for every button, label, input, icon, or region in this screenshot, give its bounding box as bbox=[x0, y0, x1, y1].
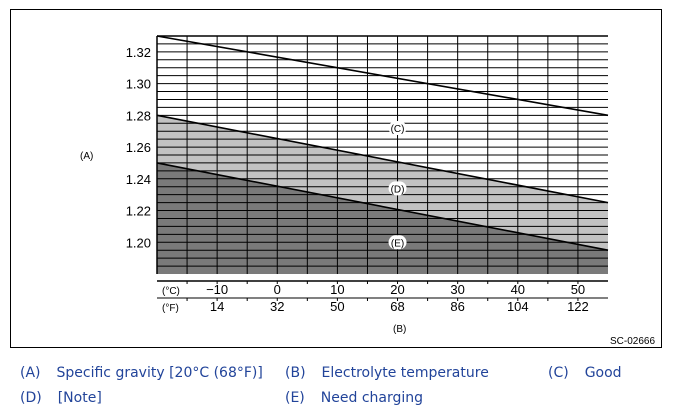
x-tick-label-fahrenheit: 122 bbox=[567, 299, 589, 314]
x-tick-label-fahrenheit: 32 bbox=[270, 299, 284, 314]
legend-item-a: (A) Specific gravity [20°C (68°F)] bbox=[20, 365, 263, 381]
legend-key: (A) bbox=[20, 365, 41, 381]
legend-text: Need charging bbox=[320, 390, 424, 406]
chart-figure: (C) (D) (E) 1.32 1.30 1.28 1.26 1.24 1.22 1.20 (°… bbox=[10, 9, 662, 348]
legend-item-e: (E) Need charging bbox=[285, 390, 423, 406]
legend-text: [Note] bbox=[57, 390, 102, 406]
legend-item-b: (B) Electrolyte temperature bbox=[285, 365, 489, 381]
x-tick-label-celsius: 30 bbox=[450, 282, 464, 297]
legend-key: (B) bbox=[285, 365, 306, 381]
y-tick-label: 1.20 bbox=[126, 235, 151, 250]
x-tick-label-celsius: −10 bbox=[206, 282, 228, 297]
legend-text: Electrolyte temperature bbox=[321, 365, 489, 381]
celsius-unit-label: (°C) bbox=[162, 286, 180, 297]
y-tick-label: 1.30 bbox=[126, 77, 151, 92]
legend-text: Good bbox=[584, 365, 622, 381]
legend-item-d: (D) [Note] bbox=[20, 390, 102, 406]
y-tick-label: 1.24 bbox=[126, 172, 151, 187]
x-tick-label-celsius: 20 bbox=[390, 282, 404, 297]
x-tick-label-celsius: 50 bbox=[571, 282, 585, 297]
fahrenheit-unit-label: (°F) bbox=[162, 303, 179, 314]
x-axis-label: (B) bbox=[393, 324, 406, 335]
region-label-bg bbox=[388, 121, 407, 136]
legend-item-c: (C) Good bbox=[548, 365, 622, 381]
legend-text: Specific gravity [20°C (68°F)] bbox=[56, 365, 263, 381]
x-tick-label-celsius: 0 bbox=[274, 282, 281, 297]
x-tick-label-fahrenheit: 14 bbox=[210, 299, 224, 314]
legend-key: (E) bbox=[285, 390, 305, 406]
x-tick-label-celsius: 10 bbox=[330, 282, 344, 297]
series-line-1 bbox=[156, 35, 609, 117]
legend: (A) Specific gravity [20°C (68°F)] (B) Ele… bbox=[0, 358, 673, 415]
figure-code: SC-02666 bbox=[610, 336, 655, 347]
series-line-3 bbox=[156, 162, 609, 251]
region-label-c: (C) bbox=[391, 124, 405, 135]
region-label-bg bbox=[388, 181, 407, 196]
y-tick-label: 1.32 bbox=[126, 45, 151, 60]
region-label-bg bbox=[388, 235, 407, 250]
chart-svg: (C) (D) (E) 1.32 1.30 1.28 1.26 1.24 1.22 1.20 (°… bbox=[10, 9, 662, 348]
x-tick-label-fahrenheit: 50 bbox=[330, 299, 344, 314]
region-d-fill bbox=[157, 115, 608, 251]
x-tick-label-celsius: 40 bbox=[511, 282, 525, 297]
series-line-2 bbox=[156, 114, 609, 204]
x-tick-label-fahrenheit: 86 bbox=[450, 299, 464, 314]
x-tick-label-fahrenheit: 104 bbox=[507, 299, 529, 314]
region-label-d: (D) bbox=[391, 184, 405, 195]
y-axis-label: (A) bbox=[80, 151, 93, 162]
region-label-e: (E) bbox=[391, 238, 404, 249]
y-tick-label: 1.26 bbox=[126, 140, 151, 155]
x-tick-label-fahrenheit: 68 bbox=[390, 299, 404, 314]
y-tick-label: 1.22 bbox=[126, 204, 151, 219]
y-tick-label: 1.28 bbox=[126, 108, 151, 123]
legend-key: (D) bbox=[20, 390, 42, 406]
legend-key: (C) bbox=[548, 365, 569, 381]
